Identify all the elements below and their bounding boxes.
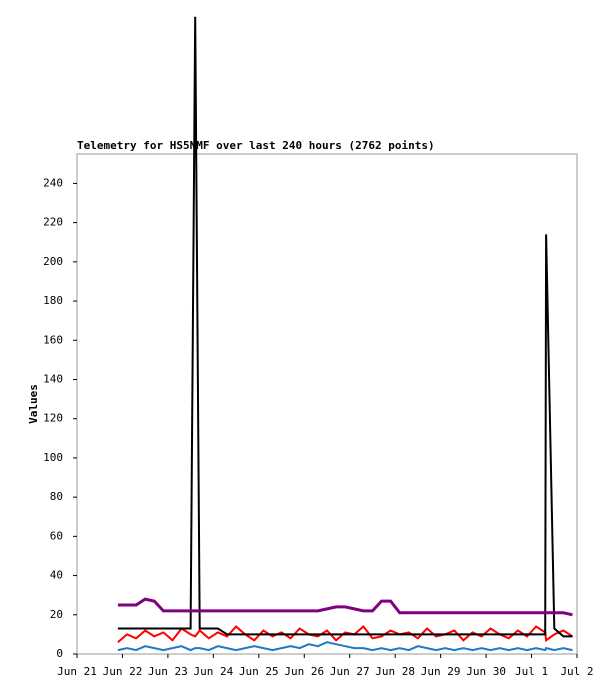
x-tick-label: Jul 2: [560, 665, 593, 678]
y-tick-label: 60: [50, 529, 63, 542]
y-tick-label: 140: [43, 372, 63, 385]
y-tick-label: 20: [50, 608, 63, 621]
x-tick-label: Jun 29: [421, 665, 461, 678]
series-line: [117, 641, 573, 652]
x-tick-label: Jun 30: [466, 665, 506, 678]
series-line: [117, 625, 574, 643]
y-axis-label: Values: [27, 384, 40, 424]
y-tick-label: 160: [43, 333, 63, 346]
x-tick-label: Jun 27: [330, 665, 370, 678]
y-tick-label: 40: [50, 569, 63, 582]
series-line: [117, 16, 573, 638]
x-tick-label: Jun 28: [375, 665, 415, 678]
x-tick-label: Jun 21: [57, 665, 97, 678]
x-tick-label: Jun 22: [103, 665, 143, 678]
x-tick-label: Jul 1: [515, 665, 548, 678]
x-tick-label: Jun 25: [239, 665, 279, 678]
y-tick-label: 240: [43, 176, 63, 189]
y-tick-label: 0: [56, 647, 63, 660]
x-tick-label: Jun 24: [193, 665, 233, 678]
series-line: [117, 597, 573, 617]
y-tick-label: 200: [43, 255, 63, 268]
chart-title: Telemetry for HS5NMF over last 240 hours…: [77, 139, 435, 152]
y-tick-label: 220: [43, 216, 63, 229]
y-tick-label: 100: [43, 451, 63, 464]
y-tick-label: 180: [43, 294, 63, 307]
y-tick-label: 80: [50, 490, 63, 503]
x-tick-label: Jun 23: [148, 665, 188, 678]
x-tick-label: Jun 26: [284, 665, 324, 678]
plot-frame: [76, 153, 578, 655]
y-tick-label: 120: [43, 412, 63, 425]
